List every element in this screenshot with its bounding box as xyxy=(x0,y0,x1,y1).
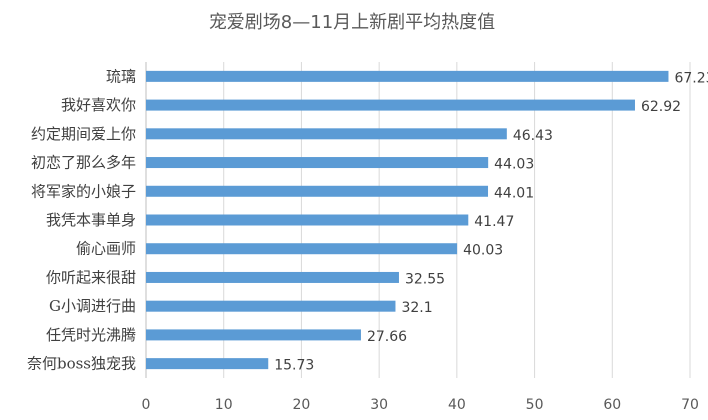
x-tick-label: 0 xyxy=(142,397,151,413)
data-label: 44.03 xyxy=(494,157,534,173)
bar xyxy=(146,300,396,312)
bar xyxy=(146,70,669,82)
x-tick-label: 10 xyxy=(215,397,233,413)
category-label: 初恋了那么多年 xyxy=(31,154,136,172)
data-label: 44.01 xyxy=(494,185,534,201)
category-label: 偷心画师 xyxy=(76,240,136,258)
data-label: 46.43 xyxy=(513,128,553,144)
x-tick-label: 20 xyxy=(293,397,311,413)
data-label: 41.47 xyxy=(474,214,514,230)
bars xyxy=(146,70,669,370)
data-label: 62.92 xyxy=(641,99,681,115)
bar xyxy=(146,243,458,255)
x-tick-label: 30 xyxy=(370,397,388,413)
value-labels: 67.23 62.92 46.43 44.03 44.01 41.47 40.03 32.55… xyxy=(274,70,708,373)
bar xyxy=(146,185,489,197)
category-label: 约定期间爱上你 xyxy=(31,125,136,143)
x-tick-label: 70 xyxy=(681,397,699,413)
x-tick-label: 50 xyxy=(526,397,544,413)
category-label: 任凭时光沸腾 xyxy=(46,326,136,344)
x-tick-label: 40 xyxy=(448,397,466,413)
data-label: 15.73 xyxy=(274,358,314,374)
category-label: 我好喜欢你 xyxy=(61,96,136,114)
bar xyxy=(146,329,361,341)
category-label: G小调进行曲 xyxy=(49,297,136,315)
bar xyxy=(146,157,489,169)
category-label: 将军家的小娘子 xyxy=(31,182,136,200)
data-label: 40.03 xyxy=(463,243,503,259)
chart-title: 宠爱剧场8—11月上新剧平均热度值 xyxy=(209,12,495,33)
data-label: 67.23 xyxy=(674,70,708,86)
data-label: 32.55 xyxy=(405,271,445,287)
data-label: 32.1 xyxy=(401,300,432,316)
category-label: 我凭本事单身 xyxy=(46,211,136,229)
bar xyxy=(146,214,469,226)
category-label: 你听起来很甜 xyxy=(46,268,136,286)
bar xyxy=(146,358,269,370)
bar xyxy=(146,99,635,111)
data-label: 27.66 xyxy=(367,329,407,345)
x-tick-labels: 0 10 20 30 40 50 60 70 xyxy=(142,397,699,413)
bar xyxy=(146,271,399,283)
category-label: 奈何boss独宠我 xyxy=(27,355,136,373)
category-label: 琉璃 xyxy=(106,67,136,85)
bar xyxy=(146,128,507,140)
x-tick-label: 60 xyxy=(603,397,621,413)
category-labels: 琉璃我好喜欢你约定期间爱上你初恋了那么多年将军家的小娘子我凭本事单身偷心画师你听… xyxy=(27,67,136,372)
